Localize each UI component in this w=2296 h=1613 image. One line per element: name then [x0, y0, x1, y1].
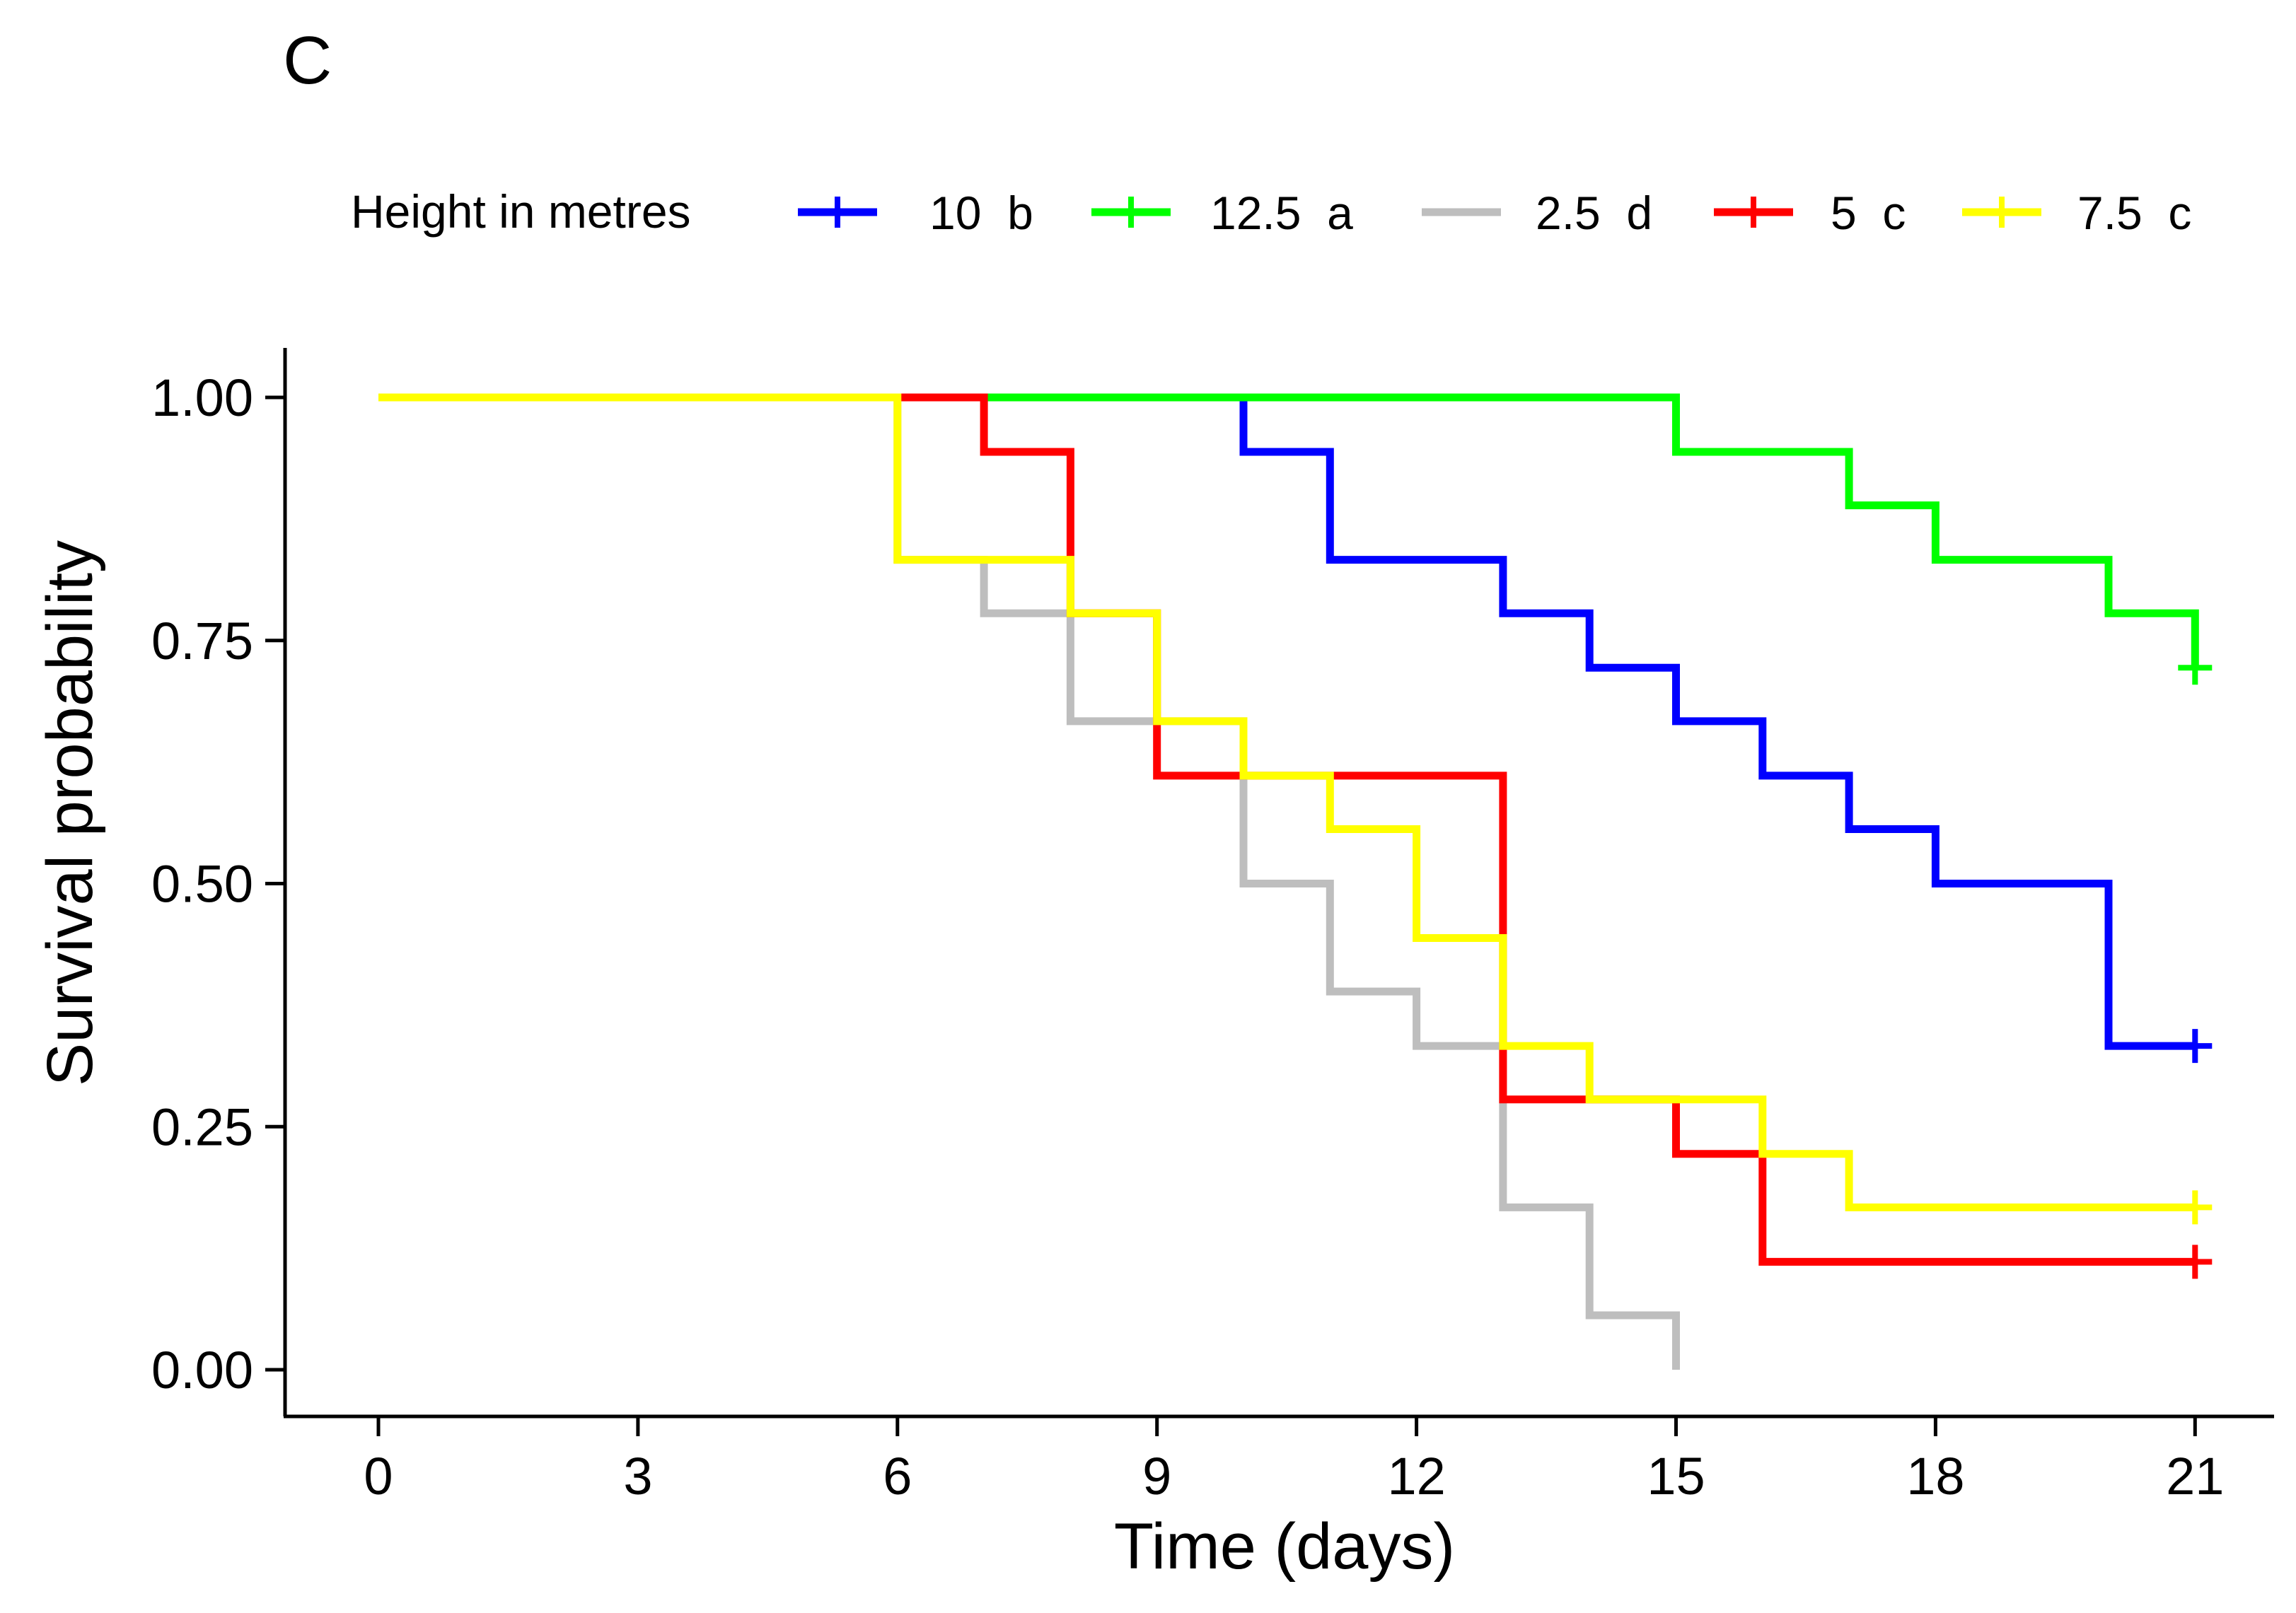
legend: Height in metres 10 b 12.5 a 2.5 d 5 c 7.5 c — [351, 185, 2191, 239]
x-tick-label-3: 9 — [1142, 1447, 1171, 1506]
y-tick-label-1: 0.25 — [151, 1097, 253, 1156]
x-tick-label-5: 15 — [1647, 1447, 1705, 1506]
series-line-4 — [378, 393, 2196, 1211]
y-tick-label-2: 0.50 — [151, 855, 253, 914]
y-tick-label-0: 0.00 — [151, 1341, 253, 1399]
x-tick-label-1: 3 — [623, 1447, 652, 1506]
legend-title: Height in metres — [351, 185, 691, 238]
y-axis-title: Survival probability — [34, 540, 106, 1086]
y-tick-label-4: 1.00 — [151, 368, 253, 427]
axes: 0 3 6 9 12 15 18 21 0.00 0.25 0.50 0.75 1.00 — [151, 348, 2274, 1506]
x-tick-label-7: 21 — [2166, 1447, 2224, 1506]
legend-label-0: 10 b — [929, 187, 1033, 239]
x-tick-label-0: 0 — [364, 1447, 393, 1506]
legend-label-3: 5 c — [1831, 187, 1906, 239]
y-tick-label-3: 0.75 — [151, 612, 253, 670]
x-tick-label-6: 18 — [1906, 1447, 1964, 1506]
x-axis-title: Time (days) — [1114, 1510, 1455, 1583]
series-layer — [378, 393, 2213, 1370]
censor-mark-3-0 — [2178, 1245, 2213, 1279]
censor-mark-1-0 — [2178, 651, 2213, 685]
series-line-1 — [378, 393, 2199, 668]
x-tick-label-4: 12 — [1387, 1447, 1445, 1506]
censor-mark-4-0 — [2178, 1190, 2213, 1225]
series-line-2 — [378, 393, 1680, 1370]
series-line-0 — [378, 393, 2196, 1050]
legend-label-4: 7.5 c — [2077, 187, 2191, 239]
panel-label: C — [283, 23, 332, 98]
legend-label-2: 2.5 d — [1536, 187, 1652, 239]
legend-label-1: 12.5 a — [1210, 187, 1353, 239]
censor-mark-0-0 — [2178, 1029, 2213, 1064]
x-tick-label-2: 6 — [883, 1447, 912, 1506]
